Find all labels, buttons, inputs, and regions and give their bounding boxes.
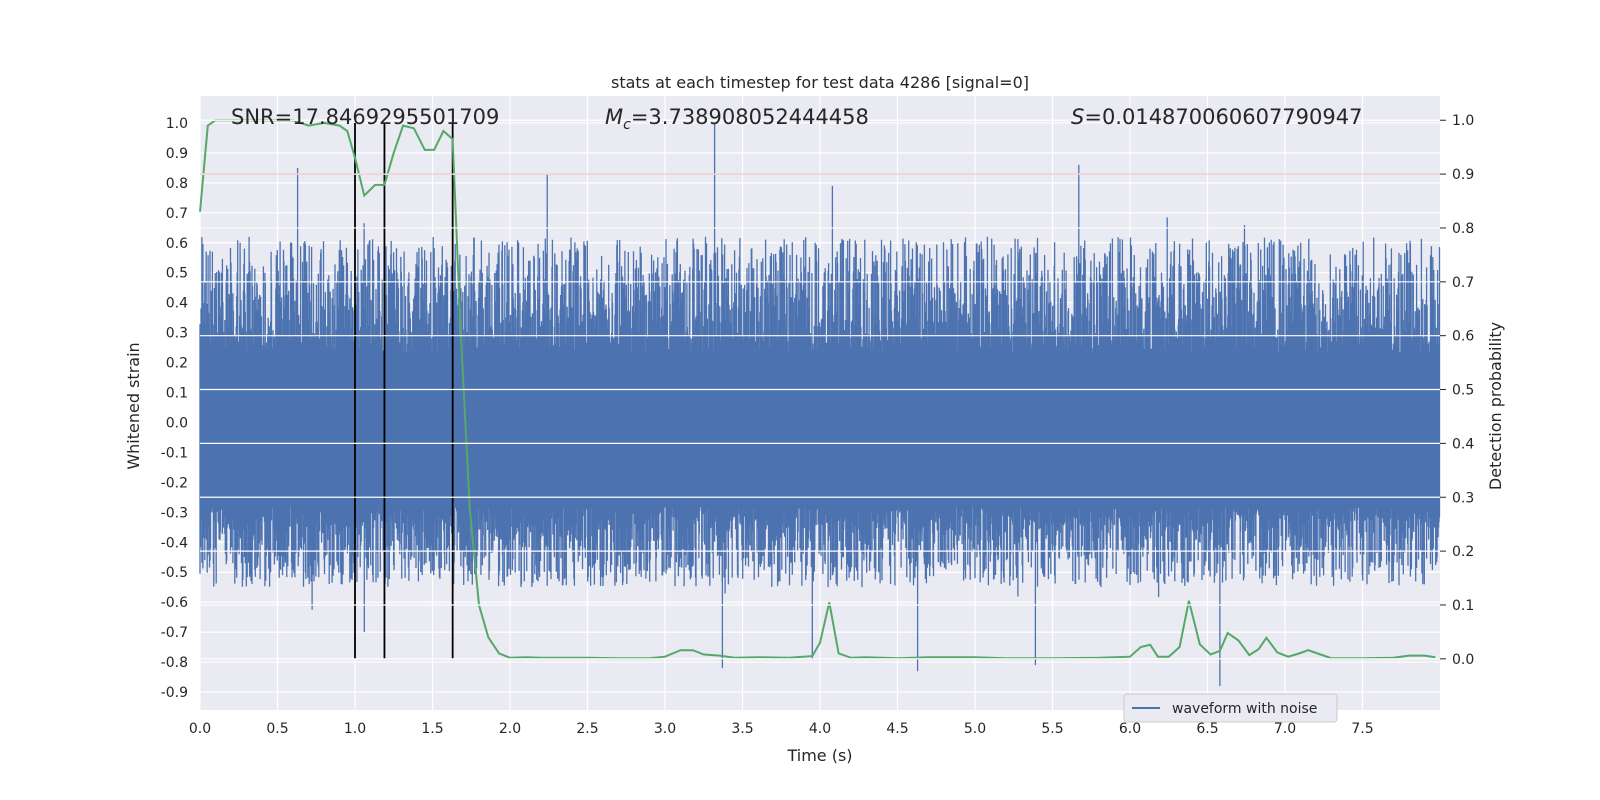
y-left-tick-label: 0.4 — [166, 296, 188, 312]
y-left-tick-label: -0.4 — [161, 535, 188, 551]
y-left-tick-label: 0.1 — [166, 386, 188, 402]
y-right-tick-label: 0.8 — [1452, 221, 1474, 237]
snr-annotation: SNR=17.8469295501709 — [231, 105, 499, 129]
legend-box — [1123, 693, 1338, 723]
x-tick-label: 0.5 — [266, 721, 288, 737]
series-waveform-with-noise — [199, 123, 1441, 686]
x-tick-label: 2.5 — [576, 721, 598, 737]
y-axis-label-left: Whitened strain — [124, 342, 143, 469]
grid-right-axis — [200, 119, 1440, 660]
x-tick-label: 1.0 — [344, 721, 366, 737]
s-annotation: S=0.014870060607790947 — [1071, 105, 1362, 129]
y-right-tick-label: 0.1 — [1452, 598, 1474, 614]
x-tick-label: 0.0 — [189, 721, 211, 737]
y-right-tick-labels: 1.0 0.9 0.8 0.7 0.6 0.5 0.4 0.3 0.2 0.1 0.0 — [1440, 113, 1474, 668]
chirp-mass-value: =3.738908052444458 — [631, 105, 869, 129]
x-tick-label: 7.0 — [1274, 721, 1296, 737]
x-tick-label: 4.0 — [809, 721, 831, 737]
x-tick-labels: 0.0 0.5 1.0 1.5 2.0 2.5 3.0 3.5 4.0 4.5 5.0 5.5 6.0 6… — [189, 721, 1374, 737]
y-right-tick-label: 0.4 — [1452, 436, 1474, 452]
x-tick-label: 1.5 — [421, 721, 443, 737]
x-tick-label: 3.5 — [731, 721, 753, 737]
x-axis-label: Time (s) — [786, 746, 852, 765]
x-tick-label: 5.5 — [1041, 721, 1063, 737]
legend: waveform with noise — [1123, 693, 1338, 723]
y-left-tick-label: 0.0 — [166, 415, 188, 431]
chart-title: stats at each timestep for test data 428… — [611, 73, 1029, 92]
y-left-tick-label: 0.9 — [166, 146, 188, 162]
y-right-tick-label: 1.0 — [1452, 113, 1474, 129]
y-left-tick-label: 0.8 — [166, 176, 188, 192]
y-left-tick-label: 0.6 — [166, 236, 188, 252]
series-detection-probability — [199, 119, 1436, 660]
s-symbol: S — [1071, 105, 1084, 129]
x-tick-label: 4.5 — [886, 721, 908, 737]
y-left-tick-label: -0.2 — [161, 475, 188, 491]
y-left-tick-labels: 1.0 0.9 0.8 0.7 0.6 0.5 0.4 0.3 0.2 0.1 0.0 -0.1 -0.… — [161, 116, 188, 701]
y-left-tick-label: -0.1 — [161, 445, 188, 461]
chirp-mass-symbol: M — [605, 105, 623, 129]
y-axis-label-right: Detection probability — [1486, 322, 1505, 490]
y-left-tick-label: -0.3 — [161, 505, 188, 521]
x-tick-label: 6.5 — [1196, 721, 1218, 737]
y-left-tick-label: 0.3 — [166, 326, 188, 342]
legend-label: waveform with noise — [1172, 701, 1317, 717]
y-right-tick-label: 0.7 — [1452, 275, 1474, 291]
y-left-tick-label: 0.7 — [166, 206, 188, 222]
y-left-tick-label: 0.2 — [166, 356, 188, 372]
y-right-tick-label: 0.5 — [1452, 383, 1474, 399]
x-tick-label: 3.0 — [654, 721, 676, 737]
y-right-tick-label: 0.0 — [1452, 652, 1474, 668]
y-right-tick-label: 0.9 — [1452, 167, 1474, 183]
waveform-core-band — [200, 365, 1440, 495]
x-tick-label: 5.0 — [964, 721, 986, 737]
chirp-mass-subscript: c — [623, 117, 631, 133]
chirp-mass-annotation: Mc=3.738908052444458 — [605, 105, 869, 133]
y-left-tick-label: -0.7 — [161, 625, 188, 641]
y-left-tick-label: -0.9 — [161, 685, 188, 701]
y-right-tick-label: 0.3 — [1452, 490, 1474, 506]
x-tick-label: 7.5 — [1351, 721, 1373, 737]
y-left-tick-label: -0.5 — [161, 565, 188, 581]
y-left-tick-label: 1.0 — [166, 116, 188, 132]
s-value: =0.014870060607790947 — [1084, 105, 1362, 129]
x-tick-label: 6.0 — [1119, 721, 1141, 737]
x-tick-label: 2.0 — [499, 721, 521, 737]
vertical-marker-lines — [354, 122, 454, 659]
y-left-tick-label: -0.6 — [161, 595, 188, 611]
y-right-tick-label: 0.2 — [1452, 544, 1474, 560]
y-left-tick-label: 0.5 — [166, 266, 188, 282]
y-right-tick-label: 0.6 — [1452, 329, 1474, 345]
y-left-tick-label: -0.8 — [161, 655, 188, 671]
